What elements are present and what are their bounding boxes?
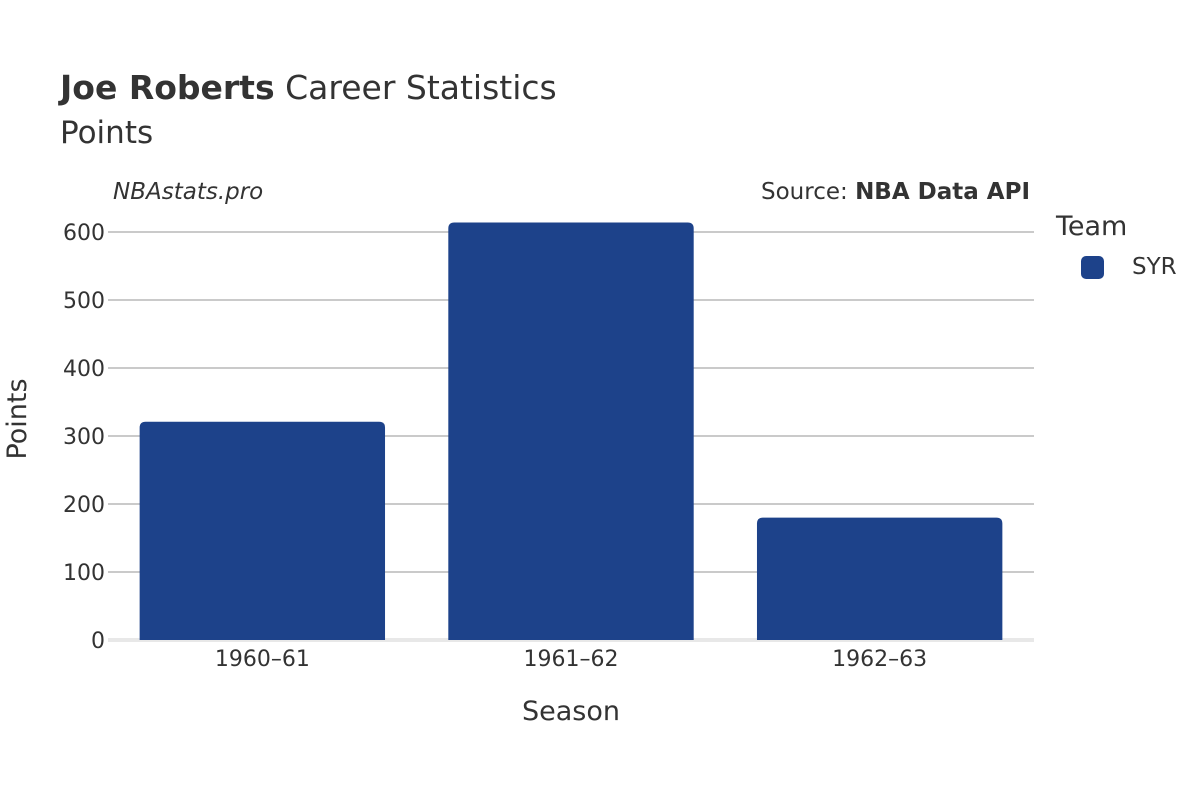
x-axis-title: Season bbox=[522, 696, 620, 727]
bar-1962–63[interactable] bbox=[756, 517, 1003, 640]
legend-item-syr[interactable]: SYR bbox=[1081, 252, 1177, 282]
brand-watermark: NBAstats.pro bbox=[113, 179, 264, 205]
player-name: Joe Roberts bbox=[60, 68, 275, 107]
bar-1960–61[interactable] bbox=[139, 421, 386, 640]
y-tick-label: 400 bbox=[63, 357, 105, 382]
legend-swatch bbox=[1081, 255, 1104, 279]
legend-label: SYR bbox=[1132, 254, 1177, 280]
y-tick-label: 200 bbox=[63, 493, 105, 518]
chart-subtitle: Points bbox=[60, 115, 154, 151]
y-tick-label: 0 bbox=[91, 629, 105, 654]
source-name: NBA Data API bbox=[855, 179, 1030, 205]
legend-title: Team bbox=[1056, 211, 1128, 242]
chart-title: Joe Roberts Career Statistics bbox=[60, 68, 557, 108]
x-tick-label: 1961–62 bbox=[524, 647, 619, 672]
y-tick-label: 100 bbox=[63, 561, 105, 586]
y-tick-label: 600 bbox=[63, 221, 105, 246]
y-tick-label: 300 bbox=[63, 425, 105, 450]
y-axis-title: Points bbox=[2, 378, 33, 459]
x-tick-label: 1962–63 bbox=[832, 647, 927, 672]
bar-1961–62[interactable] bbox=[448, 222, 694, 641]
source-credit: Source: NBA Data API bbox=[761, 177, 1030, 207]
source-prefix: Source: bbox=[761, 179, 856, 205]
x-tick-label: 1960–61 bbox=[215, 647, 310, 672]
y-tick-label: 500 bbox=[63, 289, 105, 314]
title-suffix: Career Statistics bbox=[285, 68, 557, 107]
